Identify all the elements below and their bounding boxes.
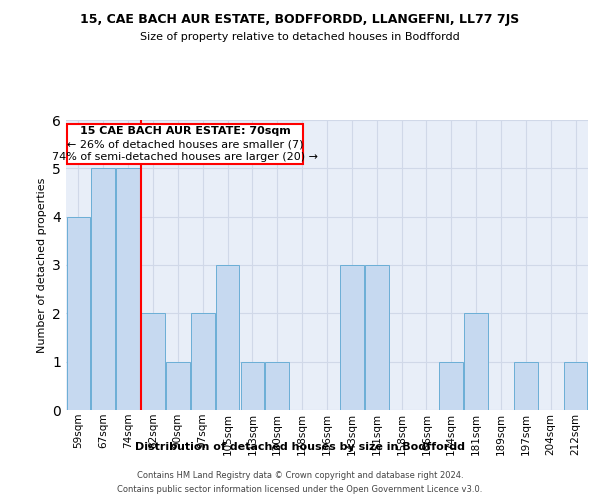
Bar — [91, 168, 115, 410]
FancyBboxPatch shape — [67, 124, 304, 164]
Text: Contains HM Land Registry data © Crown copyright and database right 2024.: Contains HM Land Registry data © Crown c… — [137, 471, 463, 480]
Bar — [564, 362, 587, 410]
Bar — [116, 168, 140, 410]
Bar — [191, 314, 215, 410]
Bar — [67, 216, 90, 410]
Bar — [439, 362, 463, 410]
Bar — [340, 265, 364, 410]
Y-axis label: Number of detached properties: Number of detached properties — [37, 178, 47, 352]
Bar — [514, 362, 538, 410]
Text: 15 CAE BACH AUR ESTATE: 70sqm: 15 CAE BACH AUR ESTATE: 70sqm — [80, 126, 290, 136]
Bar — [141, 314, 165, 410]
Text: 74% of semi-detached houses are larger (20) →: 74% of semi-detached houses are larger (… — [52, 152, 319, 162]
Bar — [166, 362, 190, 410]
Bar — [464, 314, 488, 410]
Bar — [265, 362, 289, 410]
Bar — [216, 265, 239, 410]
Text: Contains public sector information licensed under the Open Government Licence v3: Contains public sector information licen… — [118, 485, 482, 494]
Bar — [241, 362, 264, 410]
Text: ← 26% of detached houses are smaller (7): ← 26% of detached houses are smaller (7) — [67, 139, 304, 149]
Text: 15, CAE BACH AUR ESTATE, BODFFORDD, LLANGEFNI, LL77 7JS: 15, CAE BACH AUR ESTATE, BODFFORDD, LLAN… — [80, 12, 520, 26]
Text: Distribution of detached houses by size in Bodffordd: Distribution of detached houses by size … — [135, 442, 465, 452]
Text: Size of property relative to detached houses in Bodffordd: Size of property relative to detached ho… — [140, 32, 460, 42]
Bar — [365, 265, 389, 410]
